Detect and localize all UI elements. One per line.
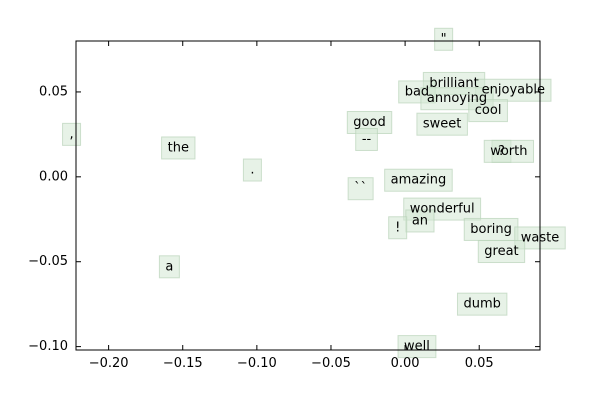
y-tick-label: 0.00: [39, 169, 68, 184]
x-tick-label: −0.20: [89, 356, 129, 371]
word-label: sweet: [423, 117, 462, 132]
word-label: --: [362, 132, 372, 147]
word-label: enjoyable: [482, 83, 545, 98]
word-label: bad: [405, 84, 429, 99]
x-tick-label: −0.10: [237, 356, 277, 371]
word-label-box: [416, 112, 468, 136]
word-label: great: [484, 244, 518, 259]
word-label-box: [456, 292, 508, 316]
y-axis: −0.10 −0.05 0.00 0.05: [28, 84, 540, 354]
x-tick-label: 0.05: [465, 356, 494, 371]
y-tick-label: 0.05: [39, 84, 68, 99]
word-label-box: [347, 177, 374, 201]
word-label-box: [161, 136, 196, 160]
word-label: well: [404, 339, 430, 354]
word-label: cool: [475, 103, 502, 118]
word-label-box: [158, 255, 180, 279]
word-label-box: [242, 158, 262, 182]
word-label: annoying: [427, 91, 487, 106]
word-label: ?: [498, 144, 505, 159]
word-label: good: [353, 115, 385, 130]
word-label-box: [384, 168, 453, 192]
word-label: boring: [470, 222, 512, 237]
word-label-box: [434, 27, 454, 51]
word-label: an: [412, 213, 428, 228]
word-label-box: [397, 335, 437, 359]
word-label-box: [483, 139, 535, 163]
word-label: amazing: [391, 173, 447, 188]
word-label-box: [477, 240, 526, 264]
x-tick-label: −0.15: [163, 356, 203, 371]
word-label-box: [468, 99, 508, 123]
word-label: the: [168, 140, 189, 155]
word-label: ": [441, 32, 447, 47]
plot-area-frame: [75, 40, 541, 351]
word-label-box: [355, 127, 378, 151]
x-axis: −0.20 −0.15 −0.10 −0.05 0.00 0.05: [89, 41, 494, 371]
word-label: worth: [490, 144, 527, 159]
word-label: !: [395, 220, 400, 235]
word-label-box: [388, 216, 408, 240]
word-label: wonderful: [410, 202, 475, 217]
word-label: dumb: [463, 297, 500, 312]
y-tick-label: −0.10: [28, 339, 68, 354]
x-tick-label: −0.05: [311, 356, 351, 371]
word-label: a: [165, 259, 173, 274]
word-label: ``: [354, 181, 367, 196]
word-label: brilliant: [429, 76, 478, 91]
word-label: .: [250, 163, 254, 178]
word-label: ,: [69, 127, 73, 142]
x-tick-label: 0.00: [391, 356, 420, 371]
y-tick-label: −0.05: [28, 254, 68, 269]
